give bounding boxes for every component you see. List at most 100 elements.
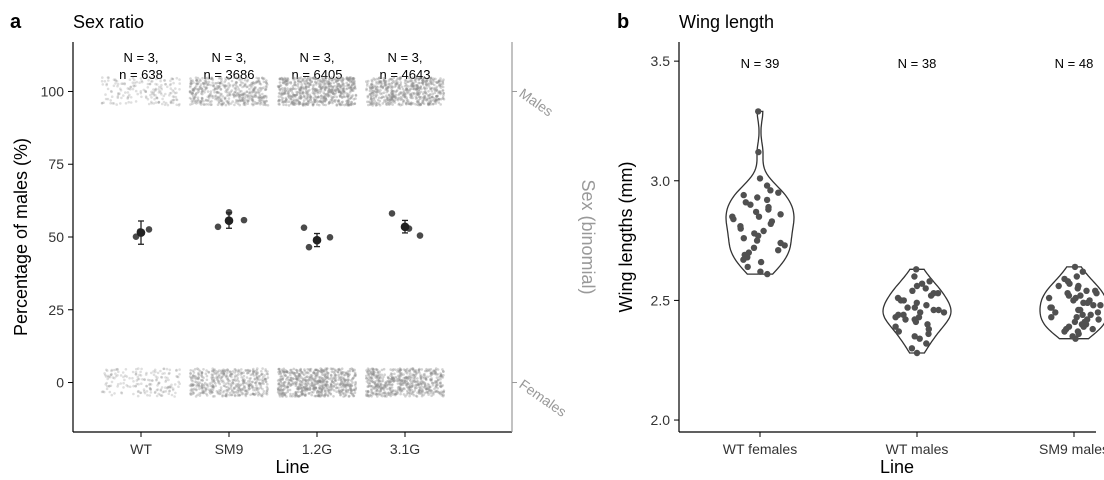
binomial-point: [287, 100, 291, 103]
binomial-point: [256, 79, 260, 83]
data-point: [1073, 273, 1081, 280]
binomial-point: [171, 77, 175, 81]
binomial-point: [225, 388, 228, 392]
binomial-point: [248, 84, 251, 87]
binomial-point: [227, 97, 231, 100]
x-axis-title: Line: [880, 457, 914, 477]
binomial-point: [139, 374, 143, 377]
binomial-point: [396, 98, 400, 102]
binomial-point: [101, 390, 105, 393]
binomial-point: [191, 87, 194, 91]
data-point: [902, 316, 909, 323]
binomial-point: [234, 368, 237, 372]
binomial-point: [341, 78, 344, 82]
binomial-point: [229, 370, 232, 374]
binomial-point: [382, 77, 385, 80]
binomial-point: [304, 394, 307, 397]
binomial-point: [297, 101, 301, 104]
binomial-point: [332, 99, 336, 102]
binomial-point: [221, 103, 224, 106]
binomial-point: [198, 78, 202, 81]
binomial-point: [339, 87, 343, 90]
data-point: [916, 335, 923, 342]
binomial-point: [243, 384, 246, 388]
binomial-point: [206, 95, 210, 99]
binomial-point: [328, 101, 332, 104]
binomial-point: [301, 103, 305, 107]
binomial-point: [196, 98, 200, 102]
binomial-point: [237, 96, 241, 99]
binomial-point: [321, 394, 325, 397]
binomial-point: [441, 97, 445, 100]
binomial-point: [148, 387, 152, 391]
binomial-point: [155, 96, 158, 99]
binomial-point: [439, 382, 442, 386]
binomial-point: [336, 82, 339, 86]
binomial-point: [204, 389, 208, 392]
binomial-point: [391, 79, 395, 82]
binomial-point: [397, 374, 400, 378]
binomial-point: [345, 94, 349, 97]
binomial-point: [231, 381, 235, 384]
binomial-point: [280, 92, 284, 96]
binomial-point: [220, 375, 224, 379]
binomial-point: [313, 386, 316, 389]
binomial-point: [231, 93, 235, 97]
binomial-point: [149, 93, 152, 97]
binomial-point: [144, 89, 147, 93]
binomial-point: [283, 393, 287, 397]
binomial-point: [313, 77, 316, 81]
binomial-point: [398, 78, 402, 81]
binomial-point: [277, 95, 281, 98]
binomial-point: [329, 81, 332, 85]
binomial-point: [310, 393, 314, 397]
binomial-point: [189, 82, 192, 85]
binomial-point: [197, 371, 200, 375]
binomial-point: [253, 100, 257, 104]
binomial-point: [280, 93, 283, 96]
binomial-point: [190, 79, 193, 83]
data-point: [740, 256, 747, 263]
binomial-point: [367, 369, 370, 373]
binomial-point: [305, 92, 308, 95]
binomial-point: [135, 80, 139, 84]
binomial-point: [285, 79, 289, 83]
binomial-point: [353, 374, 356, 378]
replicate-point: [300, 224, 308, 231]
binomial-point: [261, 92, 264, 96]
binomial-point: [313, 394, 317, 398]
binomial-point: [168, 389, 171, 393]
binomial-point: [345, 76, 349, 80]
binomial-point: [327, 88, 331, 91]
binomial-point: [368, 381, 372, 385]
binomial-point: [284, 98, 288, 102]
binomial-point: [414, 374, 417, 377]
binomial-point: [280, 76, 284, 80]
binomial-point: [311, 377, 315, 380]
binomial-point: [240, 388, 243, 391]
binomial-point: [351, 76, 355, 80]
binomial-point: [146, 82, 150, 86]
binomial-point: [250, 384, 254, 387]
binomial-point: [158, 89, 162, 93]
binomial-point: [254, 94, 257, 98]
binomial-point: [198, 387, 201, 391]
binomial-point: [317, 95, 320, 98]
binomial-point: [116, 84, 119, 88]
binomial-point: [438, 384, 442, 388]
binomial-point: [212, 85, 216, 88]
binomial-point: [226, 376, 229, 379]
binomial-point: [225, 374, 228, 377]
binomial-point: [202, 385, 206, 389]
binomial-point: [122, 94, 125, 97]
binomial-point: [309, 375, 312, 379]
data-point: [904, 304, 911, 311]
binomial-point: [223, 371, 226, 374]
binomial-point: [311, 91, 315, 95]
binomial-point: [140, 95, 143, 99]
binomial-point: [216, 377, 219, 380]
binomial-point: [207, 98, 210, 102]
binomial-point: [173, 383, 177, 386]
binomial-point: [258, 82, 262, 85]
binomial-point: [292, 372, 295, 376]
